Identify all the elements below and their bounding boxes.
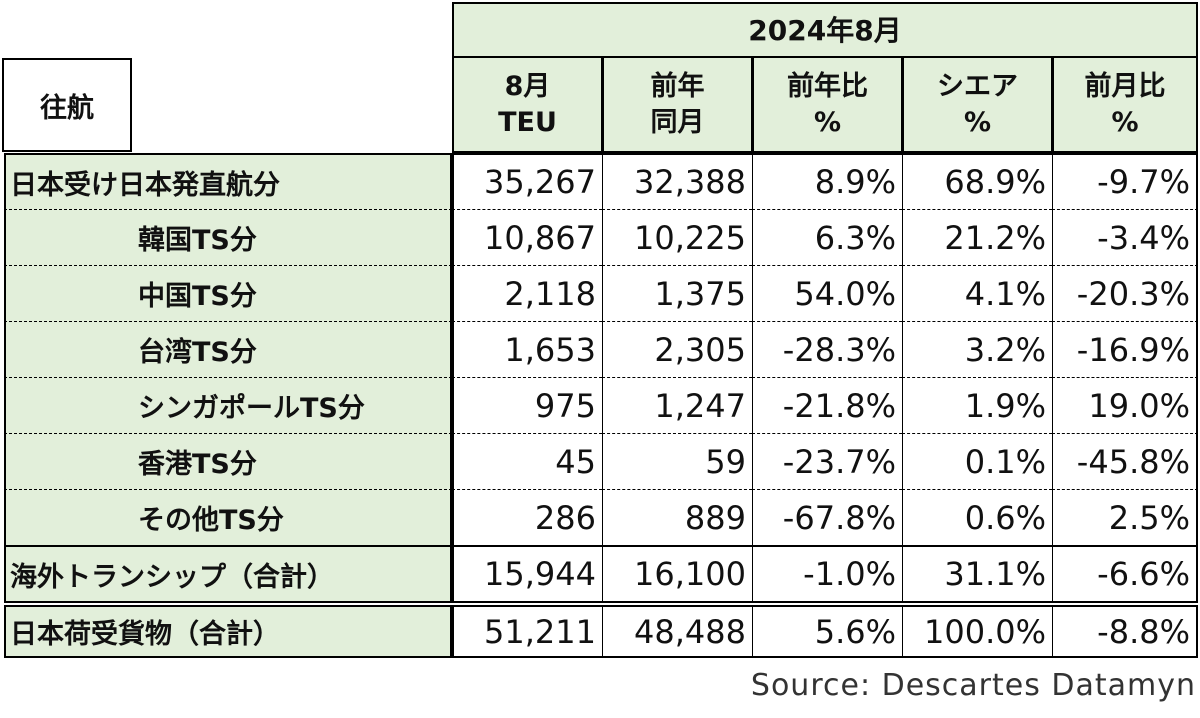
value-cell: -8.8% — [1052, 605, 1198, 658]
row-label-cell: 日本荷受貨物（合計） — [4, 605, 452, 658]
value-cell: 5.6% — [752, 605, 902, 658]
value-cell: 21.2% — [902, 209, 1052, 265]
value-cell: 2.5% — [1052, 489, 1198, 545]
value-cell: 35,267 — [452, 153, 602, 209]
row-label-cell: 日本受け日本発直航分 — [4, 153, 452, 209]
value-cell: 51,211 — [452, 605, 602, 658]
row-label: 韓国TS分 — [138, 225, 257, 256]
value-cell: -45.8% — [1052, 433, 1198, 489]
column-header-line1: 前年 — [650, 70, 705, 102]
row-label: 香港TS分 — [138, 449, 257, 480]
column-header-4: シエア% — [902, 56, 1052, 153]
value-cell: -28.3% — [752, 321, 902, 377]
value-cell: 4.1% — [902, 265, 1052, 321]
value-cell: 0.6% — [902, 489, 1052, 545]
row-label-cell: 香港TS分 — [4, 433, 452, 489]
row-label-cell: 中国TS分 — [4, 265, 452, 321]
group-header-label: 2024年8月 — [748, 14, 902, 47]
value-cell: 8.9% — [752, 153, 902, 209]
column-header-1: 8月 TEU — [452, 56, 602, 153]
value-cell: 3.2% — [902, 321, 1052, 377]
value-cell: 1,653 — [452, 321, 602, 377]
value-cell: 68.9% — [902, 153, 1052, 209]
value-cell: 48,488 — [602, 605, 752, 658]
column-header-line2: TEU — [498, 106, 557, 138]
row-label-cell: シンガポールTS分 — [4, 377, 452, 433]
column-header-line1: 前年比 — [787, 70, 868, 102]
value-cell: 10,867 — [452, 209, 602, 265]
row-label-cell: 韓国TS分 — [4, 209, 452, 265]
value-cell: 16,100 — [602, 545, 752, 601]
total-separator — [4, 601, 1198, 603]
corner-header-cell: 往航 — [2, 58, 132, 152]
value-cell: -1.0% — [752, 545, 902, 601]
value-cell: -9.7% — [1052, 153, 1198, 209]
value-cell: 6.3% — [752, 209, 902, 265]
value-cell: 889 — [602, 489, 752, 545]
row-label: シンガポールTS分 — [138, 393, 365, 424]
column-header-line2: % — [813, 106, 842, 138]
value-cell: 1.9% — [902, 377, 1052, 433]
value-cell: 31.1% — [902, 545, 1052, 601]
value-cell: -20.3% — [1052, 265, 1198, 321]
value-cell: -67.8% — [752, 489, 902, 545]
value-cell: 100.0% — [902, 605, 1052, 658]
column-header-5: 前月比% — [1052, 56, 1198, 153]
value-cell: 59 — [602, 433, 752, 489]
column-header-2: 前年 同月 — [602, 56, 752, 153]
value-cell: 15,944 — [452, 545, 602, 601]
row-label-cell: その他TS分 — [4, 489, 452, 545]
column-header-3: 前年比% — [752, 56, 902, 153]
value-cell: -23.7% — [752, 433, 902, 489]
row-label: 海外トランシップ（合計） — [10, 561, 334, 593]
value-cell: 32,388 — [602, 153, 752, 209]
source-note: Source: Descartes Datamyn — [750, 668, 1196, 703]
value-cell: -6.6% — [1052, 545, 1198, 601]
value-cell: 2,118 — [452, 265, 602, 321]
row-label: 日本荷受貨物（合計） — [10, 619, 280, 650]
row-label: 中国TS分 — [138, 281, 257, 312]
value-cell: 45 — [452, 433, 602, 489]
value-cell: -16.9% — [1052, 321, 1198, 377]
value-cell: 1,375 — [602, 265, 752, 321]
value-cell: -3.4% — [1052, 209, 1198, 265]
row-label: その他TS分 — [138, 505, 284, 536]
column-header-line1: 前月比 — [1084, 70, 1166, 102]
row-label: 日本受け日本発直航分 — [10, 169, 280, 201]
value-cell: 2,305 — [602, 321, 752, 377]
column-header-line2: % — [1111, 106, 1139, 138]
value-cell: 54.0% — [752, 265, 902, 321]
column-header-line1: シエア — [937, 70, 1018, 102]
value-cell: 1,247 — [602, 377, 752, 433]
value-cell: 975 — [452, 377, 602, 433]
column-header-line2: % — [963, 106, 992, 138]
row-label: 台湾TS分 — [138, 337, 257, 368]
value-cell: -21.8% — [752, 377, 902, 433]
row-label-cell: 海外トランシップ（合計） — [4, 545, 452, 601]
value-cell: 0.1% — [902, 433, 1052, 489]
value-cell: 286 — [452, 489, 602, 545]
row-label-cell: 台湾TS分 — [4, 321, 452, 377]
group-header-cell — [452, 2, 1198, 56]
value-cell: 19.0% — [1052, 377, 1198, 433]
column-header-line2: 同月 — [650, 106, 705, 138]
value-cell: 10,225 — [602, 209, 752, 265]
column-header-line1: 8月 — [504, 70, 551, 102]
